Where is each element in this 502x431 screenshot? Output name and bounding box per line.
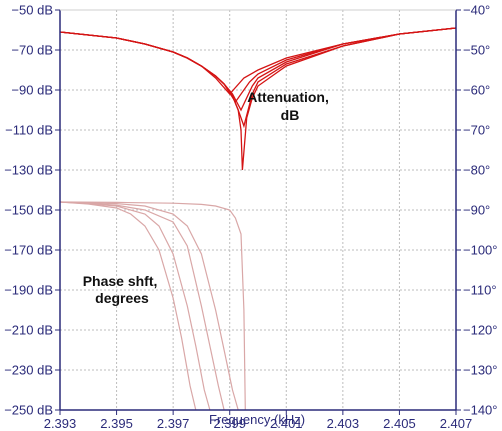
phase-series-line xyxy=(59,201,239,411)
y-right-tick-label: −80° xyxy=(463,163,490,178)
x-tick-label: 2.401 xyxy=(270,416,303,431)
x-tick-label: 2.397 xyxy=(157,416,190,431)
y-left-tick-label: −150 dB xyxy=(4,203,53,218)
y-left-tick-label: −190 dB xyxy=(4,283,53,298)
y-right-tick-labels: −40° −50° −60° −70° −80° −90° −100° −110° −120° −… xyxy=(463,3,497,418)
y-left-tick-label: −250 dB xyxy=(4,403,53,418)
x-axis-title: Frequency (kHz) xyxy=(209,412,305,427)
y-right-tick-label: −110° xyxy=(463,283,497,298)
x-tick-label: 2.407 xyxy=(440,416,473,431)
y-left-tick-label: −130 dB xyxy=(4,163,53,178)
annotation-attenuation-line1: Attenuation, xyxy=(247,89,329,105)
annotation-phase-shift: Phase shft, degrees xyxy=(83,273,162,306)
x-tick-labels: 2.393 2.395 2.397 2.399 2.401 2.403 2.405 2.407 xyxy=(44,416,473,431)
x-tick-label: 2.399 xyxy=(213,416,246,431)
y-right-tick-label: −100° xyxy=(463,243,497,258)
grid-lines xyxy=(60,10,456,410)
annotation-phase-line1: Phase shft, xyxy=(83,273,158,289)
phase-shift-curves xyxy=(59,201,246,411)
y-right-tick-label: −70° xyxy=(463,123,490,138)
y-left-tick-label: −110 dB xyxy=(5,123,53,138)
y-right-tick-label: −40° xyxy=(463,3,490,18)
x-tick-label: 2.403 xyxy=(327,416,360,431)
y-right-tick-label: −90° xyxy=(463,203,490,218)
y-left-tick-labels: −50 dB −70 dB −90 dB −110 dB −130 dB −150 dB −… xyxy=(4,3,53,418)
y-left-tick-label: −70 dB xyxy=(11,43,53,58)
y-right-tick-label: −60° xyxy=(463,83,490,98)
y-left-tick-label: −90 dB xyxy=(11,83,53,98)
x-tick-label: 2.405 xyxy=(383,416,416,431)
y-left-tick-label: −210 dB xyxy=(4,323,53,338)
attenuation-curves xyxy=(59,27,457,171)
y-right-tick-label: −50° xyxy=(463,43,490,58)
attenuation-series-line xyxy=(59,27,457,171)
phase-series-line xyxy=(59,201,197,411)
y-left-tick-label: −170 dB xyxy=(4,243,53,258)
x-tick-label: 2.395 xyxy=(100,416,133,431)
annotation-attenuation: Attenuation, dB xyxy=(247,89,333,123)
x-tick-label: 2.393 xyxy=(44,416,77,431)
axes xyxy=(55,9,461,415)
annotation-phase-line2: degrees xyxy=(95,290,149,306)
phase-series-line xyxy=(59,201,225,411)
y-right-tick-label: −140° xyxy=(463,403,497,418)
y-right-tick-label: −130° xyxy=(463,363,497,378)
phase-series-line xyxy=(59,201,246,411)
y-left-tick-label: −50 dB xyxy=(11,3,53,18)
annotation-attenuation-line2: dB xyxy=(281,107,300,123)
y-right-tick-label: −120° xyxy=(463,323,497,338)
y-left-tick-label: −230 dB xyxy=(4,363,53,378)
